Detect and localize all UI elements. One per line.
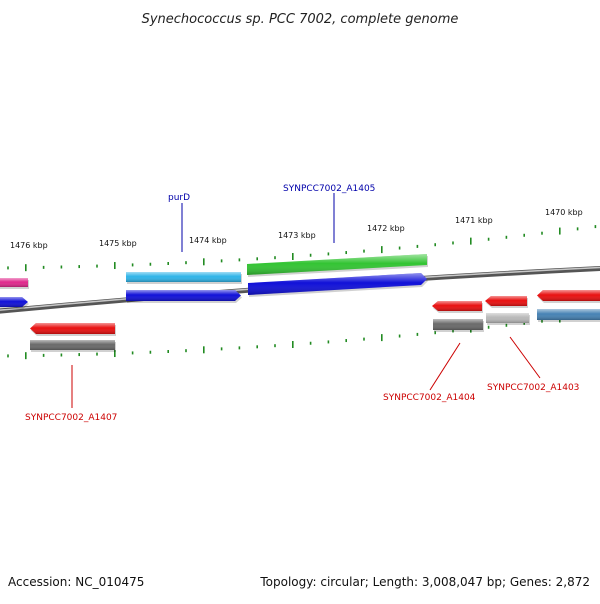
pink-feature-shading: [0, 278, 28, 287]
a1405-green-shading: [247, 254, 427, 275]
a1404-gray-shading: [433, 319, 483, 330]
accession-text: Accession: NC_010475: [8, 575, 144, 589]
tick-label: 1476 kbp: [10, 241, 48, 250]
a1404-callout-line: [429, 342, 461, 391]
tick-label: 1472 kbp: [367, 224, 405, 233]
tick-label: 1474 kbp: [189, 236, 227, 245]
tick-label: 1471 kbp: [455, 216, 493, 225]
gene-label-a1407: SYNPCC7002_A1407: [25, 413, 117, 423]
tick-label: 1470 kbp: [545, 208, 583, 217]
purd-cyan-shading: [126, 272, 241, 282]
a1403-red-shading: [485, 296, 527, 306]
genome-summary-text: Topology: circular; Length: 3,008,047 bp…: [259, 575, 590, 589]
right-red-shading: [537, 290, 600, 301]
tick-labels: 1476 kbp 1475 kbp 1474 kbp 1473 kbp 1472…: [10, 208, 583, 250]
callout-lines: [71, 193, 541, 408]
blue-feature-left-shading: [0, 297, 28, 307]
purd-blue-shading: [126, 290, 241, 301]
map-title: Synechococcus sp. PCC 7002, complete gen…: [142, 12, 459, 27]
a1405-blue-shading: [248, 273, 427, 295]
right-steel-shading: [537, 309, 600, 320]
tick-label: 1475 kbp: [99, 239, 137, 248]
gene-features: [0, 254, 600, 352]
a1403-gray-shading: [486, 313, 529, 323]
gene-label-a1405: SYNPCC7002_A1405: [283, 184, 375, 194]
gene-label-a1403: SYNPCC7002_A1403: [487, 383, 579, 393]
outer-tick-ring: [7, 225, 597, 272]
gene-label-a1404: SYNPCC7002_A1404: [383, 393, 476, 403]
a1403-callout-line: [509, 336, 541, 379]
a1404-red-shading: [432, 301, 482, 311]
gene-label-purd: purD: [168, 193, 190, 203]
tick-label: 1473 kbp: [278, 231, 316, 240]
gene-labels: purD SYNPCC7002_A1405 SYNPCC7002_A1407 S…: [25, 184, 579, 423]
a1407-red-shading: [30, 323, 115, 334]
a1407-gray-shading: [30, 340, 115, 350]
